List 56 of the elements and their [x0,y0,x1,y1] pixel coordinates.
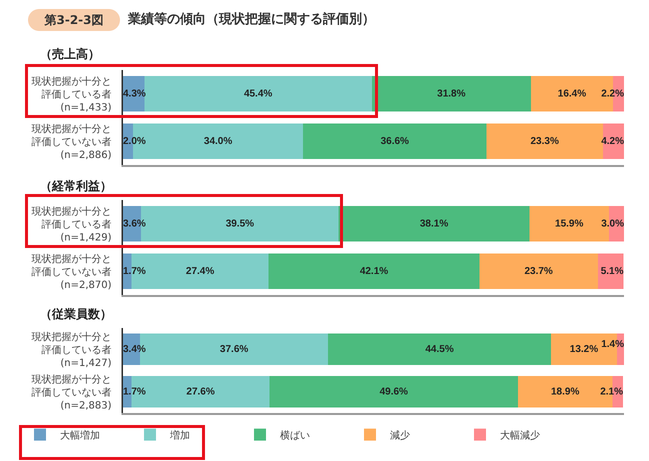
data-label: 38.1% [420,218,448,230]
bar [598,254,624,289]
chart-title: （売上高） [40,47,100,62]
data-label: 39.5% [226,218,254,230]
bar [303,124,486,159]
data-label: 31.8% [437,88,466,100]
chart-title: （従業員数） [40,307,112,322]
data-label: 13.2% [570,344,598,355]
data-label: 1.7% [123,266,146,277]
data-label: 23.3% [530,136,559,147]
data-label: 16.4% [558,88,586,100]
bar [479,254,598,289]
bar [328,334,551,365]
data-label: 1.4% [601,338,624,350]
bar [338,206,530,242]
y-tick-label: 現状把握が十分と評価していない者(n=2,883) [32,373,112,412]
data-label: 4.3% [123,88,146,100]
y-tick-label: 現状把握が十分と評価していない者(n=2,886) [32,122,112,161]
data-label: 49.6% [380,386,408,398]
data-label: 2.0% [123,136,146,147]
bar [268,254,480,289]
data-label: 1.7% [123,386,146,398]
data-label: 3.4% [123,344,146,355]
data-label: 18.9% [551,386,580,398]
chart-title: （経常利益） [40,179,112,194]
data-label: 5.1% [600,266,624,277]
legend-label: 横ばい [280,430,310,442]
data-label: 23.7% [524,266,553,277]
data-label: 44.5% [425,344,454,355]
data-label: 4.2% [601,136,624,147]
bar [144,76,372,112]
text: 業績等の傾向（現状把握に関する評価別） [128,11,375,29]
y-tick-label: 現状把握が十分と評価している者(n=1,427) [32,330,112,369]
data-label: 3.6% [123,218,146,230]
text: 第3-2-3図 [28,9,120,31]
y-tick-label: 現状把握が十分と評価している者(n=1,429) [32,205,112,244]
legend-label: 減少 [390,430,410,442]
bar [372,76,531,112]
data-label: 15.9% [555,218,584,230]
data-label: 2.1% [600,386,624,398]
data-label: 3.0% [601,218,624,230]
legend-label: 大幅増加 [60,430,100,442]
y-tick-label: 現状把握が十分と評価していない者(n=2,870) [32,252,112,291]
data-label: 42.1% [360,266,388,277]
legend-label: 大幅減少 [500,430,540,442]
bar [270,376,518,408]
legend-label: 増加 [169,430,190,442]
data-label: 34.0% [204,136,232,147]
data-label: 36.6% [380,136,410,147]
data-label: 45.4% [244,88,272,100]
data-label: 2.2% [601,88,624,100]
bar [486,124,603,159]
data-label: 37.6% [220,344,248,355]
data-label: 27.6% [186,386,215,398]
data-label: 27.4% [186,266,214,277]
y-tick-label: 現状把握が十分と評価している者(n=1,433) [32,75,112,114]
